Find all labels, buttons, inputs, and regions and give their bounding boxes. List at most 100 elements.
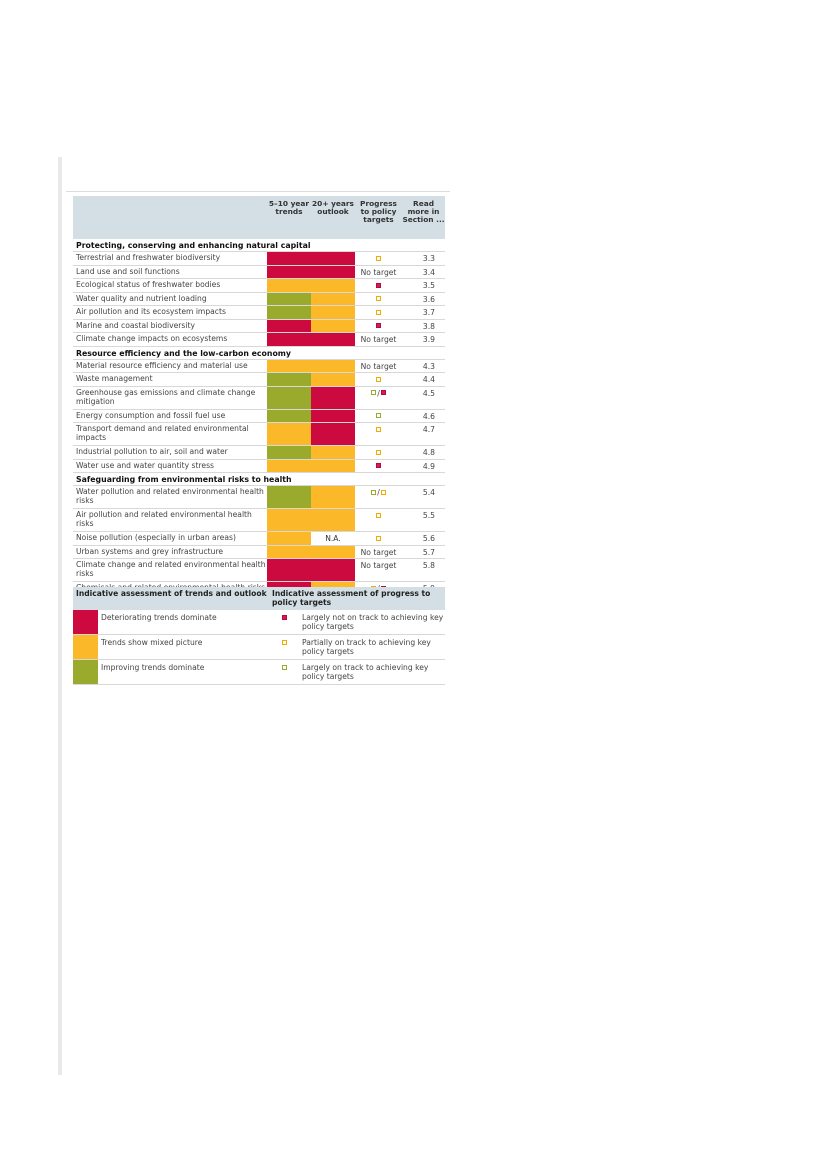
trend-cell — [267, 332, 311, 347]
partially-marker-icon — [376, 376, 381, 382]
row-label: Material resource efficiency and materia… — [73, 359, 267, 373]
table-row: Land use and soil functions No target 3.4 — [73, 265, 445, 279]
legend-color-swatch — [73, 659, 98, 685]
table-row: Material resource efficiency and materia… — [73, 359, 445, 373]
not-on-track-marker-icon — [281, 614, 287, 620]
row-label: Terrestrial and freshwater biodiversity — [73, 251, 267, 266]
progress-cell — [355, 531, 402, 546]
partially-marker-icon — [380, 489, 386, 495]
trend-cell — [267, 531, 311, 546]
progress-text: No target — [360, 267, 397, 277]
section-ref: 4.3 — [402, 359, 445, 373]
progress-cell — [355, 445, 402, 460]
row-label: Air pollution and related environmental … — [73, 508, 267, 532]
trend-cell — [267, 278, 311, 293]
row-label: Industrial pollution to air, soil and wa… — [73, 445, 267, 460]
row-label: Waste management — [73, 372, 267, 387]
section-ref: 5.5 — [402, 508, 445, 532]
trend-cell — [267, 558, 311, 582]
legend-progress-text: Partially on track to achieving key poli… — [299, 634, 446, 660]
legend-row: Improving trends dominate Largely on trac… — [73, 659, 446, 685]
top-rule — [66, 191, 450, 192]
outlook-cell — [311, 508, 355, 532]
progress-cell — [355, 508, 402, 532]
legend-marker-cell — [269, 610, 299, 635]
table-row: Ecological status of freshwater bodies 3.… — [73, 278, 445, 293]
legend-row: Trends show mixed picture Partially on tr… — [73, 634, 446, 660]
progress-cell — [355, 305, 402, 320]
partially-marker-icon — [281, 639, 287, 645]
section-ref: 3.4 — [402, 265, 445, 279]
row-label: Air pollution and its ecosystem impacts — [73, 305, 267, 320]
trend-cell — [267, 485, 311, 509]
table-row: Climate change impacts on ecosystems No t… — [73, 332, 445, 347]
outlook-cell — [311, 545, 355, 559]
outlook-cell — [311, 359, 355, 373]
progress-cell — [355, 319, 402, 333]
on-track-marker-icon — [376, 413, 381, 418]
trend-cell — [267, 292, 311, 306]
outlook-cell — [311, 332, 355, 347]
legend-header-row: Indicative assessment of trends and outl… — [73, 587, 446, 610]
trend-cell — [267, 251, 311, 266]
assessment-table: 5–10 year trends 20+ years outlook Progr… — [73, 196, 445, 596]
section-ref: 3.6 — [402, 292, 445, 306]
progress-cell: No target — [355, 265, 402, 279]
section-ref: 4.6 — [402, 409, 445, 423]
section-ref: 4.8 — [402, 445, 445, 460]
legend-trend-text: Improving trends dominate — [98, 659, 269, 685]
partially-marker-icon — [376, 309, 381, 315]
header-item — [73, 196, 267, 239]
row-label: Water quality and nutrient loading — [73, 292, 267, 306]
outlook-cell — [311, 445, 355, 460]
table-row: Noise pollution (especially in urban are… — [73, 531, 445, 546]
progress-cell: No target — [355, 332, 402, 347]
row-label: Climate change impacts on ecosystems — [73, 332, 267, 347]
section-ref: 5.4 — [402, 485, 445, 509]
legend-progress-text: Largely on track to achieving key policy… — [299, 659, 446, 685]
table-row: Urban systems and grey infrastructure No … — [73, 545, 445, 559]
section-ref: 3.3 — [402, 251, 445, 266]
table-row: Terrestrial and freshwater biodiversity 3… — [73, 251, 445, 266]
partially-marker-icon — [376, 296, 381, 301]
section-ref: 5.7 — [402, 545, 445, 559]
on-track-marker-icon — [371, 390, 377, 395]
outlook-cell — [311, 292, 355, 306]
table-header-row: 5–10 year trends 20+ years outlook Progr… — [73, 196, 445, 239]
partially-marker-icon — [376, 255, 381, 261]
trend-cell — [267, 359, 311, 373]
legend-color-swatch — [73, 610, 98, 635]
section-header-row: Protecting, conserving and enhancing nat… — [73, 239, 445, 252]
partially-marker-icon — [376, 512, 381, 518]
outlook-cell — [311, 278, 355, 293]
section-title: Protecting, conserving and enhancing nat… — [73, 239, 445, 252]
row-label: Land use and soil functions — [73, 265, 267, 279]
row-label: Noise pollution (especially in urban are… — [73, 531, 267, 546]
on-track-marker-icon — [281, 664, 287, 670]
section-ref: 3.9 — [402, 332, 445, 347]
trend-cell — [267, 508, 311, 532]
section-ref: 4.7 — [402, 422, 445, 446]
not-on-track-marker-icon — [376, 463, 381, 468]
outlook-cell — [311, 386, 355, 410]
outlook-cell — [311, 422, 355, 446]
on-track-marker-icon — [371, 489, 377, 495]
outlook-cell — [311, 485, 355, 509]
outlook-cell — [311, 305, 355, 320]
legend-table: Indicative assessment of trends and outl… — [73, 587, 446, 685]
section-ref: 5.6 — [402, 531, 445, 546]
legend-left-header: Indicative assessment of trends and outl… — [73, 587, 269, 610]
legend-progress-text: Largely not on track to achieving key po… — [299, 610, 446, 635]
header-read-more: Read more in Section ... — [402, 196, 445, 239]
progress-text: No target — [360, 335, 397, 344]
legend-marker-cell — [269, 659, 299, 685]
partially-marker-icon — [376, 449, 381, 455]
row-label: Energy consumption and fossil fuel use — [73, 409, 267, 423]
progress-cell — [355, 409, 402, 423]
table-row: Transport demand and related environment… — [73, 422, 445, 446]
outlook-cell — [311, 558, 355, 582]
table-row: Energy consumption and fossil fuel use 4.… — [73, 409, 445, 423]
section-header-row: Resource efficiency and the low-carbon e… — [73, 346, 445, 360]
legend-trend-text: Deteriorating trends dominate — [98, 610, 269, 635]
table-body: Protecting, conserving and enhancing nat… — [73, 239, 445, 596]
